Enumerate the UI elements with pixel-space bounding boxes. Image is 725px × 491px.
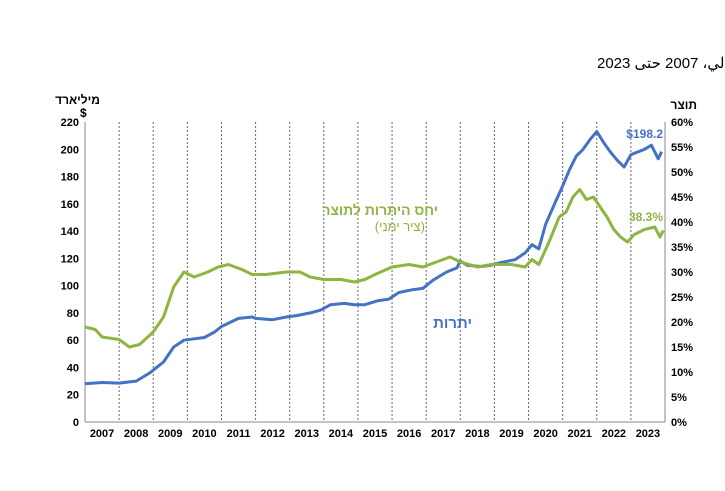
x-tick-label: 2014 <box>329 428 354 440</box>
left-tick-label: 20 <box>67 390 79 402</box>
left-axis-unit: $ <box>80 106 87 120</box>
right-tick-label: 15% <box>671 342 693 354</box>
right-tick-label: 10% <box>671 367 693 379</box>
x-tick-label: 2018 <box>465 428 489 440</box>
left-tick-label: 120 <box>61 253 79 265</box>
right-tick-label: 40% <box>671 217 693 229</box>
end-label-reserves: $198.2 <box>626 127 663 141</box>
left-tick-label: 40 <box>67 362 79 374</box>
x-tick-label: 2013 <box>295 428 319 440</box>
left-tick-label: 180 <box>61 172 79 184</box>
left-tick-label: 80 <box>67 308 79 320</box>
left-tick-label: 140 <box>61 226 79 238</box>
reserves-line <box>84 130 663 386</box>
right-tick-label: 60% <box>671 117 693 129</box>
ratio-line <box>84 188 665 349</box>
x-tick-label: 2019 <box>499 428 523 440</box>
x-tick-label: 2017 <box>431 428 455 440</box>
x-tick-label: 2007 <box>90 428 114 440</box>
left-tick-label: 100 <box>61 281 79 293</box>
left-tick-label: 0 <box>73 417 79 429</box>
x-tick-label: 2009 <box>158 428 182 440</box>
x-tick-label: 2008 <box>124 428 148 440</box>
series-label-reserves: יתרות <box>433 315 472 332</box>
x-tick-label: 2021 <box>567 428 591 440</box>
right-tick-label: 20% <box>671 317 693 329</box>
x-tick-label: 2020 <box>533 428 557 440</box>
x-tick-label: 2023 <box>636 428 660 440</box>
x-tick-label: 2015 <box>363 428 387 440</box>
right-tick-label: 30% <box>671 267 693 279</box>
x-tick-label: 2011 <box>227 428 251 440</box>
end-label-ratio: 38.3% <box>629 210 663 224</box>
left-tick-label: 60 <box>67 335 79 347</box>
x-tick-label: 2022 <box>602 428 626 440</box>
series-label-ratio: יחס היתרות לתוצר <box>322 202 438 218</box>
x-tick-label: 2016 <box>397 428 421 440</box>
left-tick-label: 220 <box>61 117 79 129</box>
left-tick-label: 160 <box>61 199 79 211</box>
right-tick-label: 50% <box>671 167 693 179</box>
right-tick-label: 25% <box>671 292 693 304</box>
left-axis-label: מיליארד <box>55 93 100 107</box>
right-tick-label: 5% <box>671 392 687 404</box>
series-sublabel-ratio: (ציר ימני) <box>375 219 425 234</box>
x-tick-label: 2012 <box>260 428 284 440</box>
left-tick-label: 200 <box>61 144 79 156</box>
x-tick-label: 2010 <box>192 428 216 440</box>
right-tick-label: 55% <box>671 142 693 154</box>
right-tick-label: 0% <box>671 417 687 429</box>
right-tick-label: 45% <box>671 192 693 204</box>
chart-title: الرسم 1 - مستوى احتياطي النقد الأجنبي ون… <box>597 54 725 72</box>
right-axis-label: תוצר <box>671 98 697 112</box>
right-tick-label: 35% <box>671 242 693 254</box>
